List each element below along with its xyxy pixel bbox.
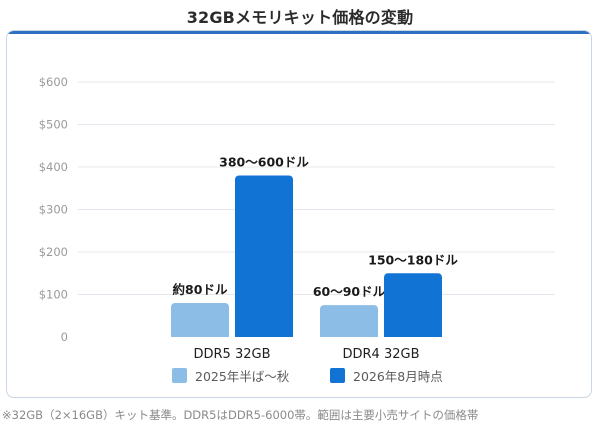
y-tick-label: 0: [61, 330, 68, 344]
bar: [235, 175, 293, 337]
bar-base: [320, 333, 378, 337]
y-tick-label: $500: [39, 118, 68, 132]
legend-item: 2025年半ば〜秋: [172, 366, 289, 385]
legend-label: 2026年8月時点: [353, 369, 443, 384]
data-label: 380〜600ドル: [219, 155, 309, 170]
category-label: DDR4 32GB: [343, 347, 420, 362]
bar-base: [384, 333, 442, 337]
legend-swatch: [172, 368, 187, 383]
bar-base: [171, 333, 229, 337]
panel-top-accent: [7, 31, 591, 34]
bar: [320, 305, 378, 337]
category-label: DDR5 32GB: [194, 347, 271, 362]
chart-title: 32GBメモリキット価格の変動: [186, 8, 414, 27]
y-tick-label: $600: [39, 75, 68, 89]
legend-label: 2025年半ば〜秋: [195, 369, 290, 384]
data-label: 150〜180ドル: [368, 252, 458, 267]
y-tick-label: $400: [39, 160, 68, 174]
bar: [384, 273, 442, 337]
y-tick-label: $300: [39, 203, 68, 217]
y-tick-label: $200: [39, 245, 68, 259]
data-label: 60〜90ドル: [313, 284, 386, 299]
chart-panel: [6, 30, 592, 398]
footnote: ※32GB（2×16GB）キット基準。DDR5はDDR5-6000帯。範囲は主要…: [2, 408, 479, 422]
bar-base: [235, 333, 293, 337]
bar: [171, 303, 229, 337]
legend-swatch: [330, 368, 345, 383]
data-label: 約80ドル: [173, 282, 228, 297]
y-tick-label: $100: [39, 288, 68, 302]
legend-item: 2026年8月時点: [330, 366, 443, 385]
chart-legend: 2025年半ば〜秋 2026年8月時点: [0, 366, 600, 386]
